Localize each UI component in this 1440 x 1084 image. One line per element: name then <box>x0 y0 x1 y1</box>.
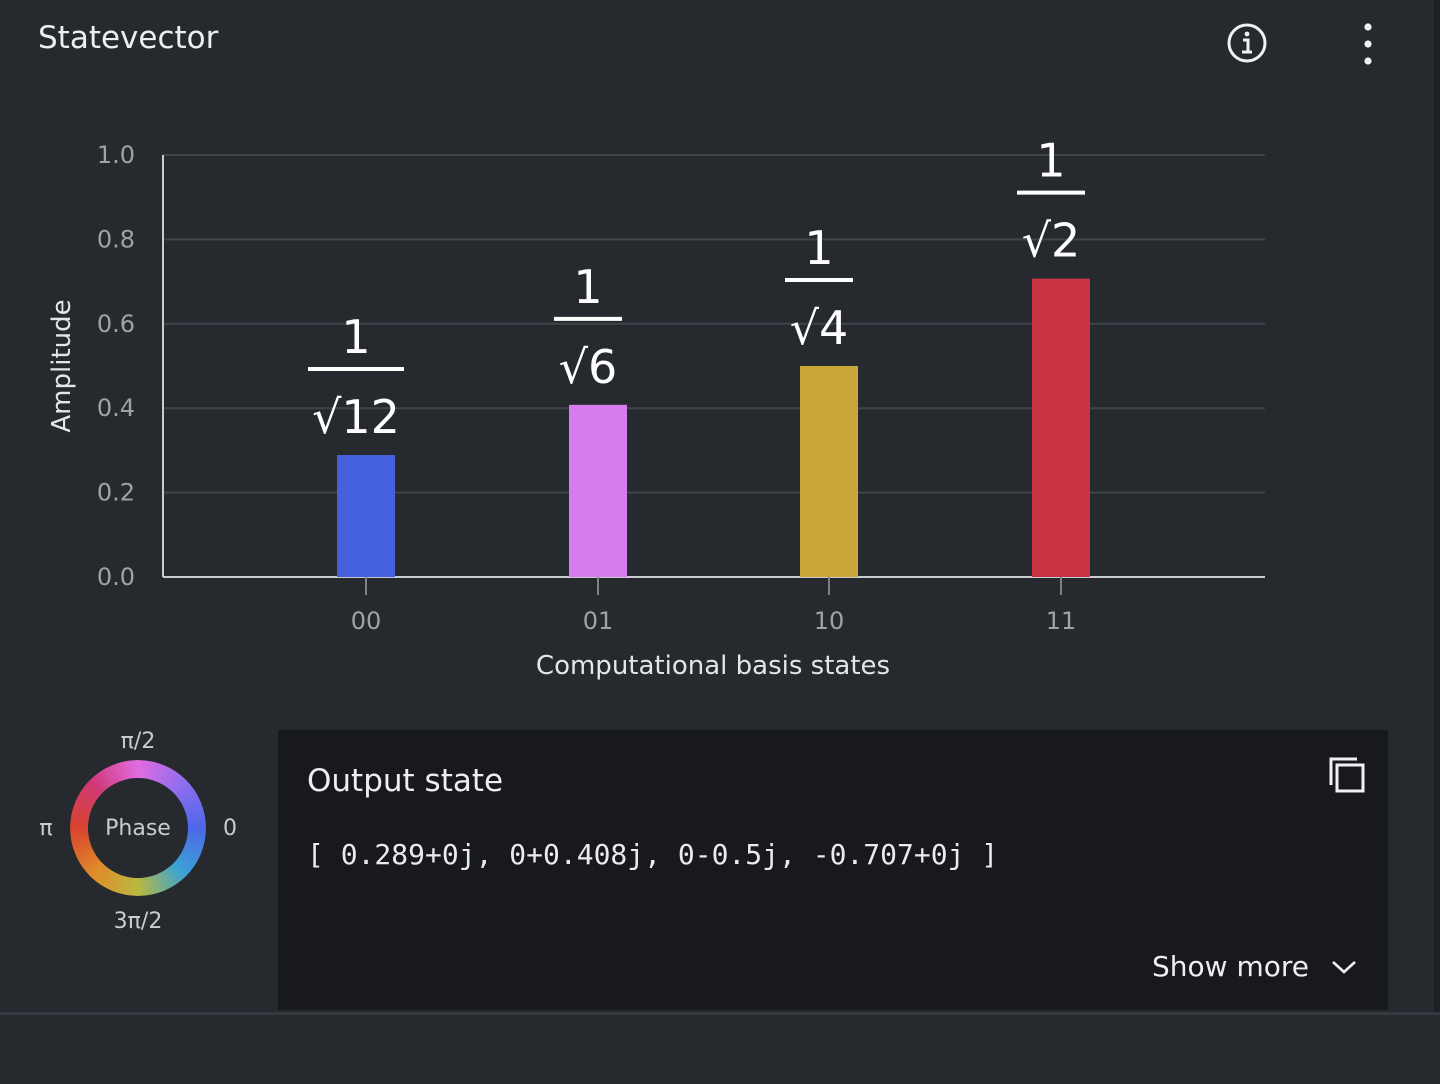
statevector-panel: Statevector 0.0 0.2 0.4 0.6 0.8 1.0 00 01 10 11 … <box>38 20 1388 1010</box>
y-tick-label: 0.4 <box>97 394 135 422</box>
x-tick-label-01: 01 <box>583 607 614 635</box>
amplitude-fraction-01: 1√6 <box>554 260 622 394</box>
x-tick-label-11: 11 <box>1046 607 1077 635</box>
overflow-menu-icon[interactable] <box>1352 20 1384 68</box>
y-axis-title: Amplitude <box>47 299 77 432</box>
bar-00 <box>337 455 395 577</box>
chevron-down-icon <box>1332 960 1356 974</box>
amplitude-fraction-11: 1√2 <box>1017 134 1085 268</box>
fraction-numerator: 1 <box>341 310 370 364</box>
footer-bar <box>0 1012 1440 1084</box>
fraction-denominator: √4 <box>790 301 849 355</box>
x-axis-title: Computational basis states <box>536 651 890 681</box>
phase-label-top: π/2 <box>121 729 156 754</box>
bar-10 <box>800 366 858 577</box>
fraction-numerator: 1 <box>804 221 833 275</box>
phase-center-label: Phase <box>105 816 171 841</box>
panel-title: Statevector <box>38 20 219 56</box>
output-state-title: Output state <box>307 763 504 799</box>
fraction-numerator: 1 <box>1036 134 1065 188</box>
bar-01 <box>569 404 627 577</box>
fraction-denominator: √6 <box>559 340 618 394</box>
output-state-vector: [ 0.289+0j, 0+0.408j, 0-0.5j, -0.707+0j … <box>307 838 999 871</box>
output-state-card: Output state [ 0.289+0j, 0+0.408j, 0-0.5… <box>278 730 1388 1010</box>
amplitude-fraction-10: 1√4 <box>785 221 853 355</box>
y-tick-label: 0.8 <box>97 225 135 253</box>
scrollbar-track <box>1434 0 1440 1012</box>
y-tick-label: 1.0 <box>97 141 135 169</box>
fraction-denominator: √2 <box>1022 214 1081 268</box>
y-tick-label: 0.6 <box>97 310 135 338</box>
phase-label-left: π <box>39 816 52 841</box>
x-tick-label-00: 00 <box>351 607 382 635</box>
show-more-label: Show more <box>1152 950 1309 983</box>
copy-icon[interactable] <box>1326 754 1368 796</box>
amplitude-fraction-00: 1√12 <box>308 310 404 444</box>
info-icon[interactable] <box>1226 22 1268 64</box>
fraction-denominator: √12 <box>312 390 400 444</box>
phase-label-right: 0 <box>223 816 237 841</box>
fraction-numerator: 1 <box>573 260 602 314</box>
show-more-button[interactable]: Show more <box>1152 950 1357 983</box>
y-tick-label: 0.0 <box>97 563 135 591</box>
phase-color-wheel: Phase π/2 π 0 3π/2 <box>39 729 237 934</box>
phase-label-bottom: 3π/2 <box>114 909 163 934</box>
bar-11 <box>1032 278 1090 577</box>
amplitude-bar-chart: 0.00.20.40.60.81.0 00 01 10 11 1√121√61√41√… <box>47 134 1265 681</box>
y-tick-label: 0.2 <box>97 479 135 507</box>
x-tick-label-10: 10 <box>814 607 845 635</box>
